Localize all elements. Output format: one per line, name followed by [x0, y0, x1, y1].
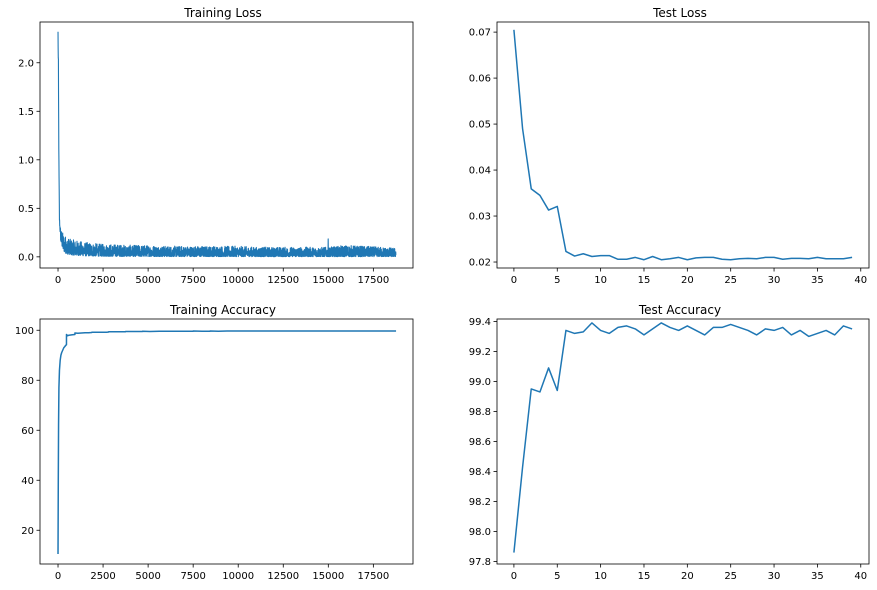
- test-accuracy-y-tick-label: 99.0: [469, 377, 491, 388]
- test-accuracy-x-tick-label: 20: [681, 571, 694, 582]
- test-loss-panel: Test Loss 0 5 10 15 20 25 30 35 40 0.02 0.03 0.04 0.…: [469, 6, 870, 286]
- training-accuracy-y-tick-label: 20: [21, 526, 34, 537]
- test-accuracy-y-tick-label: 98.2: [469, 497, 491, 508]
- test-accuracy-series-line: [513, 322, 853, 553]
- test-loss-axes-frame: [496, 21, 870, 269]
- training-accuracy-x-tick-label: 0: [55, 571, 61, 582]
- training-loss-y-tick-label: 1.0: [18, 155, 34, 166]
- test-loss-x-tick-label: 25: [724, 275, 737, 286]
- test-accuracy-y-tick-label: 99.4: [469, 317, 491, 328]
- test-accuracy-x-tick-label: 35: [811, 571, 824, 582]
- test-loss-x-tick-label: 40: [854, 275, 867, 286]
- training-accuracy-x-tick-label: 2500: [90, 571, 115, 582]
- test-loss-y-tick-label: 0.06: [469, 74, 491, 85]
- test-loss-series-line: [513, 29, 853, 261]
- test-accuracy-x-tick-label: 0: [511, 571, 517, 582]
- test-accuracy-title: Test Accuracy: [638, 303, 721, 317]
- training-loss-x-tick-label: 15000: [312, 275, 344, 286]
- training-accuracy-title: Training Accuracy: [169, 303, 276, 317]
- training-loss-y-tick-label: 1.5: [18, 107, 34, 118]
- training-accuracy-y-tick-label: 100: [15, 326, 34, 337]
- training-loss-title: Training Loss: [183, 6, 261, 20]
- training-loss-y-tick-label: 2.0: [18, 58, 34, 69]
- training-loss-x-tick-label: 12500: [267, 275, 299, 286]
- training-accuracy-y-tick-label: 80: [21, 376, 34, 387]
- test-accuracy-x-tick-label: 10: [594, 571, 607, 582]
- training-loss-x-tick-label: 2500: [90, 275, 115, 286]
- training-loss-axes-frame: [39, 21, 414, 269]
- training-loss-x-tick-label: 5000: [135, 275, 160, 286]
- test-accuracy-y-tick-label: 98.4: [469, 467, 491, 478]
- test-loss-y-tick-label: 0.03: [469, 212, 491, 223]
- test-loss-x-tick-label: 35: [811, 275, 824, 286]
- test-loss-y-tick-label: 0.02: [469, 258, 491, 269]
- test-loss-x-tick-label: 15: [638, 275, 651, 286]
- test-loss-x-tick-label: 10: [594, 275, 607, 286]
- training-accuracy-x-tick-label: 5000: [135, 571, 160, 582]
- test-accuracy-y-tick-label: 98.0: [469, 527, 491, 538]
- test-loss-x-tick-label: 20: [681, 275, 694, 286]
- test-accuracy-x-tick-label: 25: [724, 571, 737, 582]
- test-loss-x-tick-label: 30: [768, 275, 781, 286]
- training-accuracy-series-line: [57, 330, 397, 555]
- test-accuracy-y-tick-label: 97.8: [469, 557, 491, 568]
- training-accuracy-x-tick-label: 17500: [357, 571, 389, 582]
- training-loss-series-line: [57, 31, 397, 258]
- test-loss-y-tick-label: 0.07: [469, 28, 491, 39]
- training-accuracy-panel: Training Accuracy 0 2500 5000 7500 10000 1250…: [15, 303, 414, 582]
- test-accuracy-x-tick-label: 40: [854, 571, 867, 582]
- training-loss-y-tick-label: 0.5: [18, 204, 34, 215]
- training-loss-x-tick-label: 17500: [357, 275, 389, 286]
- test-loss-title: Test Loss: [652, 6, 707, 20]
- test-accuracy-y-tick-label: 98.6: [469, 437, 491, 448]
- test-accuracy-y-tick-label: 98.8: [469, 407, 491, 418]
- training-accuracy-x-tick-label: 12500: [267, 571, 299, 582]
- test-loss-x-tick-label: 5: [554, 275, 560, 286]
- training-accuracy-x-tick-label: 10000: [222, 571, 254, 582]
- test-loss-x-tick-label: 0: [511, 275, 517, 286]
- test-loss-y-tick-label: 0.04: [469, 166, 491, 177]
- training-accuracy-x-tick-label: 15000: [312, 571, 344, 582]
- test-accuracy-x-tick-label: 30: [768, 571, 781, 582]
- training-loss-x-tick-label: 10000: [222, 275, 254, 286]
- training-accuracy-y-tick-label: 60: [21, 426, 34, 437]
- training-accuracy-axes-frame: [39, 318, 414, 565]
- training-accuracy-y-tick-label: 40: [21, 476, 34, 487]
- test-accuracy-y-tick-label: 99.2: [469, 347, 491, 358]
- training-loss-x-tick-label: 0: [55, 275, 61, 286]
- test-accuracy-x-tick-label: 5: [554, 571, 560, 582]
- test-loss-y-tick-label: 0.05: [469, 120, 491, 131]
- test-accuracy-x-tick-label: 15: [638, 571, 651, 582]
- training-loss-x-tick-label: 7500: [180, 275, 205, 286]
- training-loss-y-tick-label: 0.0: [18, 252, 34, 263]
- training-loss-panel: Training Loss 0 2500 5000 7500 10000 12500 150…: [18, 6, 414, 286]
- test-accuracy-panel: Test Accuracy 0 5 10 15 20 25 30 35 40 97.8 98.0 98…: [469, 303, 870, 582]
- training-accuracy-x-tick-label: 7500: [180, 571, 205, 582]
